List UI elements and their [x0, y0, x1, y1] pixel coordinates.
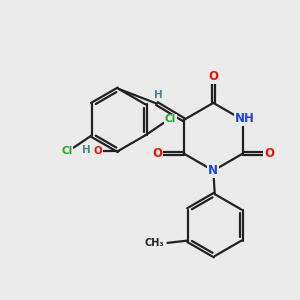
Text: H: H: [154, 90, 163, 100]
Text: O: O: [264, 147, 274, 160]
Text: O: O: [93, 146, 102, 156]
Text: H: H: [82, 145, 91, 155]
Text: CH₃: CH₃: [145, 238, 164, 248]
Text: O: O: [208, 70, 218, 83]
Text: Cl: Cl: [165, 114, 176, 124]
Text: O: O: [152, 147, 163, 160]
Text: NH: NH: [235, 112, 255, 125]
Text: Cl: Cl: [61, 146, 72, 156]
Text: N: N: [208, 164, 218, 177]
